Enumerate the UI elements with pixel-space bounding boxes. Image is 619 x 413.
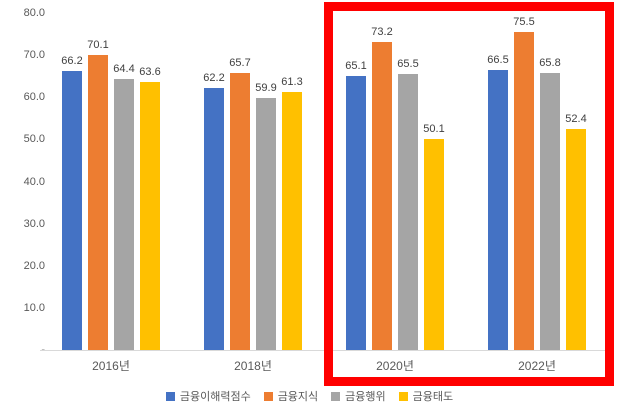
legend-label: 금융행위 bbox=[345, 391, 386, 403]
legend-label: 금융태도 bbox=[412, 391, 454, 403]
bar-금융이해력점수-2022년 bbox=[488, 69, 508, 350]
bar-value-label: 65.5 bbox=[397, 58, 419, 71]
legend-item-금융태도: 금융태도 bbox=[398, 388, 454, 404]
y-axis-tick-label: 40.0 bbox=[23, 175, 45, 188]
legend-swatch-icon bbox=[165, 391, 175, 401]
legend-label: 금융지식 bbox=[277, 391, 319, 403]
bar-value-label: 50.1 bbox=[423, 122, 445, 135]
x-axis-category-label: 2018년 bbox=[234, 359, 272, 373]
y-axis-tick-label: 20.0 bbox=[23, 259, 45, 272]
bar-value-label: 63.6 bbox=[139, 66, 161, 79]
legend-item-금융이해력점수: 금융이해력점수 bbox=[165, 388, 251, 404]
bar-value-label: 65.8 bbox=[539, 56, 561, 69]
bar-금융행위-2020년 bbox=[398, 74, 418, 350]
bar-value-label: 52.4 bbox=[565, 113, 587, 126]
bar-금융태도-2016년 bbox=[140, 82, 160, 350]
bar-금융지식-2018년 bbox=[230, 73, 250, 350]
bar-value-label: 75.5 bbox=[513, 15, 535, 28]
y-axis-tick-label: 50.0 bbox=[23, 133, 45, 146]
x-axis-line bbox=[40, 350, 611, 351]
bar-금융행위-2022년 bbox=[540, 72, 560, 350]
legend-swatch-icon bbox=[398, 391, 408, 401]
bar-금융지식-2016년 bbox=[88, 54, 108, 350]
y-axis-tick-label: 80.0 bbox=[23, 7, 45, 19]
y-axis-tick-label: 10.0 bbox=[23, 301, 45, 314]
bar-금융이해력점수-2018년 bbox=[204, 87, 224, 350]
bar-value-label: 61.3 bbox=[281, 75, 303, 88]
bar-value-label: 70.1 bbox=[87, 38, 109, 51]
x-axis-category-label: 2020년 bbox=[376, 359, 414, 373]
bar-value-label: 59.9 bbox=[255, 81, 277, 94]
legend-swatch-icon bbox=[331, 391, 341, 401]
y-axis-tick-label: 30.0 bbox=[23, 217, 45, 230]
bar-금융행위-2016년 bbox=[114, 78, 134, 350]
bar-금융행위-2018년 bbox=[256, 97, 276, 350]
legend-swatch-icon bbox=[263, 391, 273, 401]
bar-금융태도-2020년 bbox=[424, 138, 444, 350]
y-axis-tick-label: 60.0 bbox=[23, 91, 45, 104]
legend-item-금융지식: 금융지식 bbox=[263, 388, 319, 404]
bar-금융지식-2022년 bbox=[514, 31, 534, 350]
bar-금융이해력점수-2016년 bbox=[62, 71, 82, 350]
chart-legend: 금융이해력점수 금융지식 금융행위 금융태도 bbox=[0, 388, 619, 404]
legend-label: 금융이해력점수 bbox=[179, 391, 251, 403]
bar-value-label: 66.2 bbox=[61, 55, 83, 68]
y-axis-tick-label: 70.0 bbox=[23, 49, 45, 62]
bar-금융지식-2020년 bbox=[372, 41, 392, 350]
x-axis-category-label: 2016년 bbox=[92, 359, 130, 373]
bar-금융태도-2018년 bbox=[282, 91, 302, 350]
bar-금융이해력점수-2020년 bbox=[346, 75, 366, 350]
bar-value-label: 62.2 bbox=[203, 71, 225, 84]
legend-item-금융행위: 금융행위 bbox=[331, 388, 386, 404]
bar-value-label: 66.5 bbox=[487, 53, 509, 66]
bar-value-label: 73.2 bbox=[371, 25, 393, 38]
x-axis-category-label: 2022년 bbox=[518, 359, 556, 373]
bar-value-label: 65.1 bbox=[345, 59, 367, 72]
bar-value-label: 65.7 bbox=[229, 57, 251, 70]
bar-value-label: 64.4 bbox=[113, 62, 135, 75]
bar-금융태도-2022년 bbox=[566, 129, 586, 350]
